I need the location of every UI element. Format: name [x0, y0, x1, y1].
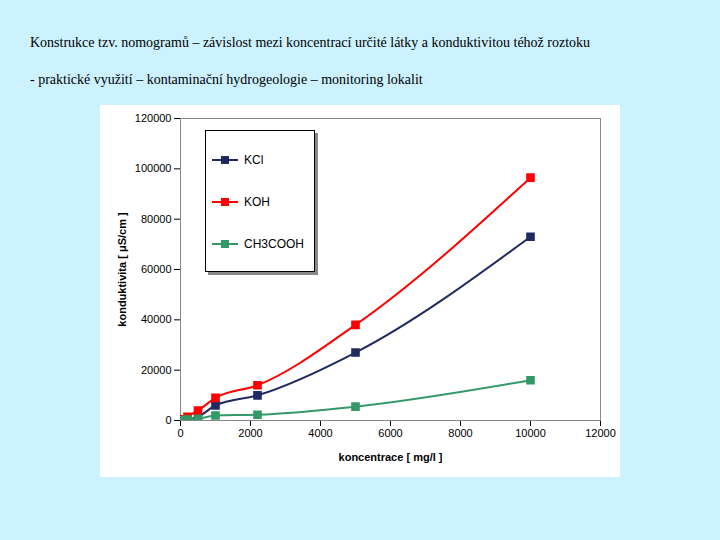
svg-text:40000: 40000: [141, 313, 172, 325]
svg-text:120000: 120000: [135, 112, 172, 124]
svg-text:konduktivita [ μS/cm ]: konduktivita [ μS/cm ]: [116, 212, 128, 327]
svg-text:0: 0: [165, 414, 171, 426]
svg-text:koncentrace [ mg/l ]: koncentrace [ mg/l ]: [339, 451, 443, 463]
html-text:KOH: KOH: [244, 195, 270, 209]
html-text:KCl: KCl: [244, 153, 264, 167]
html-text:Konstrukce tzv. nomogramů – zá: Konstrukce tzv. nomogramů – závislost me…: [30, 35, 591, 50]
svg-text:4000: 4000: [308, 427, 332, 439]
svg-text:2000: 2000: [238, 427, 262, 439]
svg-text:80000: 80000: [141, 213, 172, 225]
svg-text:10000: 10000: [515, 427, 546, 439]
html-text:CH3COOH: CH3COOH: [244, 237, 304, 251]
svg-text:60000: 60000: [141, 263, 172, 275]
svg-text:0: 0: [177, 427, 183, 439]
svg-text:100000: 100000: [135, 162, 172, 174]
html-text:- praktické využití – kontamin: - praktické využití – kontaminační hydro…: [30, 72, 423, 87]
svg-text:12000: 12000: [585, 427, 616, 439]
svg-text:20000: 20000: [141, 364, 172, 376]
svg-text:6000: 6000: [378, 427, 402, 439]
svg-text:8000: 8000: [448, 427, 472, 439]
